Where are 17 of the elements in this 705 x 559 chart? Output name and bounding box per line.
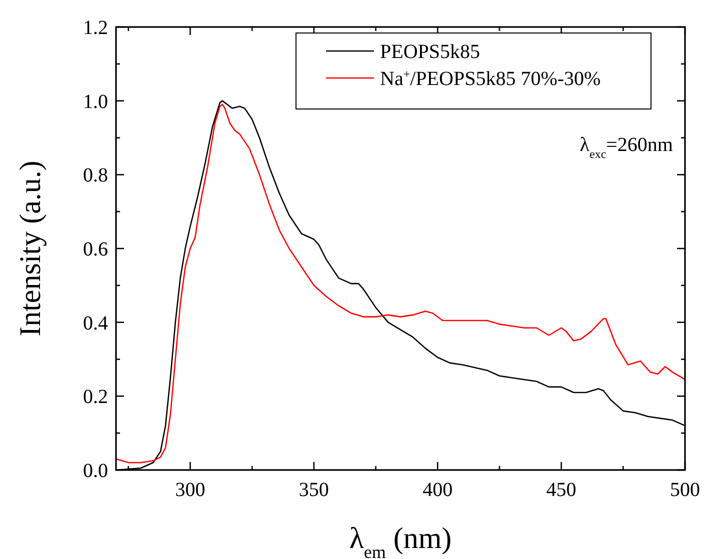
annotation: λ$_{exc}$=260nm — [580, 134, 674, 161]
x-tick-label: 300 — [175, 479, 206, 501]
x-tick-label: 400 — [422, 479, 453, 501]
y-tick-label: 1.2 — [83, 17, 108, 39]
y-tick-label: 0.6 — [83, 238, 108, 260]
y-tick-label: 0.4 — [83, 312, 108, 334]
x-axis-title: λ$_{em}$ (nm) — [349, 522, 452, 559]
y-tick-label: 0.0 — [83, 460, 108, 482]
y-tick-label: 0.8 — [83, 164, 108, 187]
y-tick-label: 0.2 — [83, 386, 108, 408]
legend-label: PEOPS5k85 — [380, 41, 480, 63]
x-tick-label: 450 — [546, 479, 576, 501]
y-axis-title: Intensity (a.u.) — [14, 160, 47, 336]
x-tick-label: 500 — [670, 479, 700, 501]
legend-label: Na$^{+}$/PEOPS5k85 70%-30% — [380, 67, 601, 90]
y-tick-label: 1.0 — [83, 90, 108, 113]
x-tick-label: 350 — [298, 479, 329, 501]
